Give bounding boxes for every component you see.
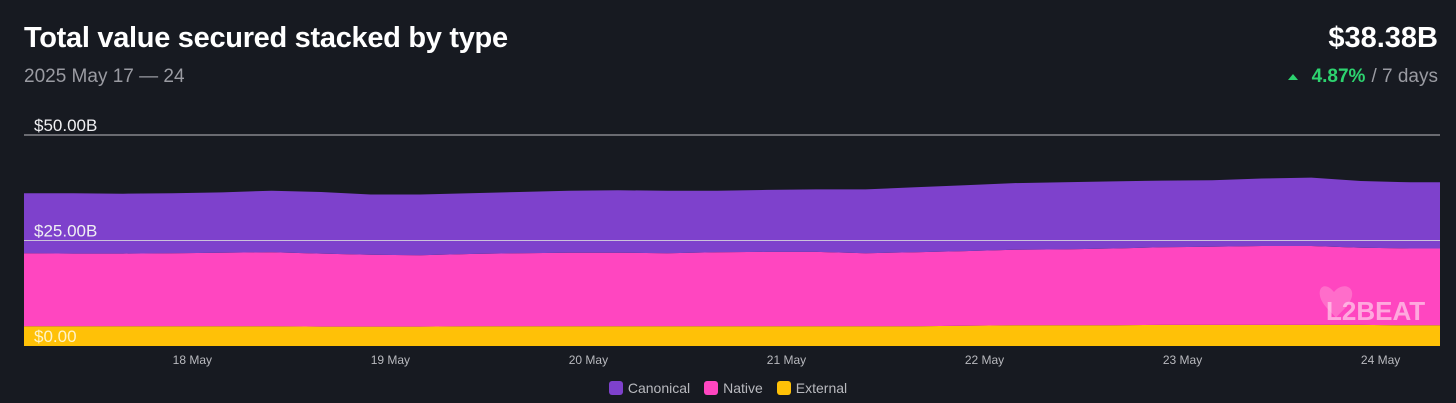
area-layer: [24, 177, 1440, 346]
legend-item-canonical[interactable]: Canonical: [608, 380, 691, 396]
date-range: 2025 May 17 — 24: [24, 66, 185, 87]
y-tick-label: $50.00B: [34, 116, 97, 135]
area-external: [24, 324, 1440, 346]
x-tick-label: 22 May: [965, 353, 1004, 367]
x-tick-label: 20 May: [569, 353, 608, 367]
x-tick-label: 21 May: [767, 353, 806, 367]
legend-label: Canonical: [627, 380, 691, 396]
l2beat-watermark: L2BEAT: [1319, 286, 1425, 326]
total-value: $38.38B: [1328, 22, 1438, 54]
change-percent: 4.87%: [1311, 66, 1366, 87]
area-canonical: [24, 177, 1440, 256]
stacked-area-chart: $0.00 $25.00B $50.00B L2BEAT 18 May 19 May 2…: [24, 116, 1440, 367]
area-native: [24, 246, 1440, 327]
legend-swatch: [704, 381, 719, 395]
legend-label: External: [795, 380, 848, 396]
x-axis: 18 May 19 May 20 May 21 May 22 May 23 May 24 M…: [173, 353, 1401, 367]
x-tick-label: 18 May: [173, 353, 212, 367]
y-tick-label: $0.00: [34, 327, 77, 346]
change-indicator: 4.87% / 7 days: [1287, 66, 1438, 88]
legend-swatch: [776, 381, 791, 395]
x-tick-label: 23 May: [1163, 353, 1202, 367]
grid-layer: $0.00 $25.00B $50.00B: [24, 116, 1440, 346]
legend-swatch: [608, 381, 623, 395]
triangle-up-icon: [1287, 74, 1298, 80]
change-period: / 7 days: [1371, 66, 1438, 87]
legend-item-native[interactable]: Native: [704, 380, 763, 396]
legend-label: Native: [723, 380, 763, 396]
legend-item-external[interactable]: External: [776, 380, 848, 396]
x-tick-label: 19 May: [371, 353, 410, 367]
x-tick-label: 24 May: [1361, 353, 1400, 367]
y-tick-label: $25.00B: [34, 222, 97, 241]
chart-title: Total value secured stacked by type: [24, 22, 508, 54]
legend: Canonical Native External: [0, 380, 1456, 396]
watermark-text: L2BEAT: [1326, 296, 1425, 326]
